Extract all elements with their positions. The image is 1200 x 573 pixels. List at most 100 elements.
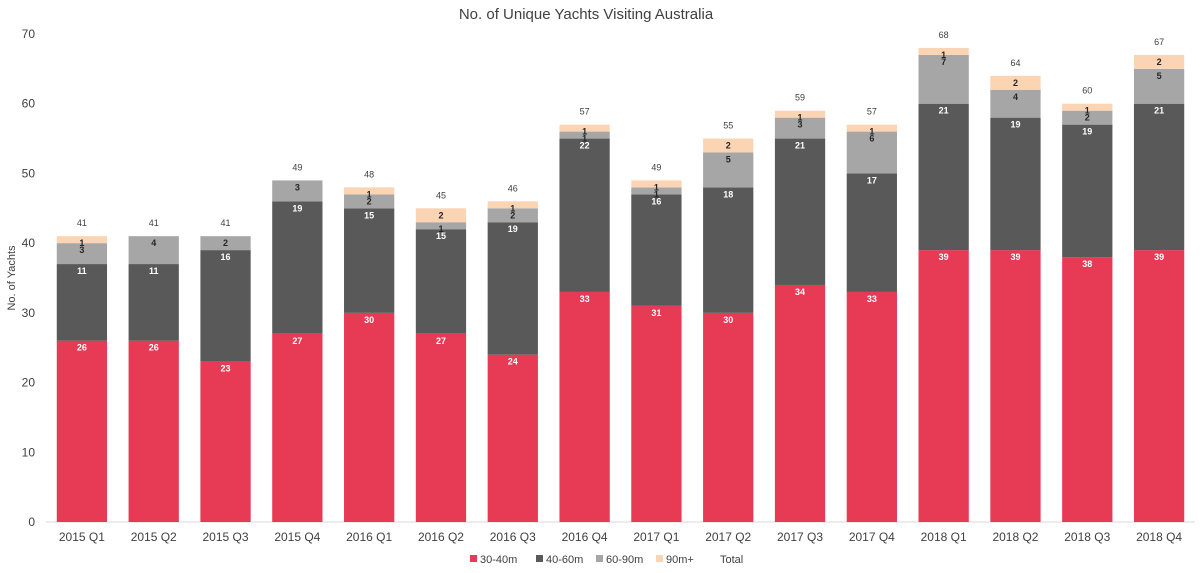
segment-value-label: 18 (723, 189, 733, 199)
y-tick-label: 30 (22, 306, 36, 320)
segment-value-label: 31 (651, 308, 661, 318)
bar-segment-90m- (559, 124, 610, 132)
bar-segment-30-40m (1133, 250, 1185, 523)
total-value-label: 68 (939, 30, 949, 40)
segment-value-label: 21 (1154, 106, 1164, 116)
bar-segment-40-60m (918, 103, 969, 251)
legend-label: 60-90m (606, 554, 643, 566)
total-value-label: 60 (1082, 86, 1092, 96)
legend-swatch (536, 555, 543, 562)
bar-segment-40-60m (1133, 103, 1185, 251)
bar-segment-90m- (1133, 54, 1185, 69)
legend: 30-40m 40-60m 60-90m 90m+ Total (470, 554, 743, 566)
y-axis-ticks: 0 10 20 30 40 50 60 70 (22, 27, 36, 529)
segment-value-label: 21 (939, 106, 949, 116)
segment-value-label: 5 (726, 155, 731, 165)
bar-segment-40-60m (774, 138, 826, 285)
segment-value-label: 16 (221, 252, 231, 262)
segment-value-label: 7 (941, 57, 946, 67)
x-tick-label: 2015 Q4 (274, 530, 320, 544)
bar-segment-40-60m (56, 264, 108, 341)
bar-segment-30-40m (344, 312, 395, 522)
bar-segment-90m- (990, 75, 1041, 90)
legend-item: 90m+ (656, 554, 694, 566)
bar-segment-40-60m (128, 264, 179, 341)
segment-value-label: 27 (436, 336, 446, 346)
total-value-label: 45 (436, 190, 446, 200)
segment-value-label: 19 (292, 203, 302, 213)
bar-segment-60-90m (846, 131, 897, 174)
segment-value-label: 30 (723, 315, 733, 325)
segment-value-label: 3 (295, 182, 300, 192)
y-tick-label: 0 (28, 515, 35, 529)
y-tick-label: 70 (22, 27, 36, 41)
bar-stack: 27 19 3 49 (272, 162, 323, 522)
legend-item: 40-60m (536, 554, 583, 566)
bar-segment-60-90m (487, 208, 538, 223)
x-tick-label: 2015 Q2 (131, 530, 177, 544)
bar-segment-30-40m (272, 333, 323, 522)
segment-value-label: 39 (939, 252, 949, 262)
bar-segment-60-90m (703, 152, 754, 188)
bar-segment-40-60m (344, 208, 395, 313)
segment-value-label: 1 (367, 189, 372, 199)
segment-value-label: 5 (1157, 71, 1162, 81)
segment-value-label: 4 (1013, 92, 1018, 102)
x-tick-label: 2018 Q3 (1064, 530, 1110, 544)
segment-value-label: 24 (508, 357, 518, 367)
bar-segment-60-90m (415, 222, 467, 230)
total-value-label: 64 (1010, 58, 1020, 68)
bar-segment-30-40m (990, 250, 1041, 523)
bar-segment-90m- (846, 124, 897, 132)
bar-stack: 33 17 61 57 (846, 107, 897, 522)
segment-value-label: 26 (77, 343, 87, 353)
bar-segment-40-60m (990, 117, 1041, 251)
legend-label: 40-60m (546, 554, 583, 566)
bar-segment-60-90m (990, 89, 1041, 118)
legend-swatch (470, 555, 477, 562)
bar-segment-30-40m (128, 340, 179, 522)
total-value-label: 49 (651, 162, 661, 172)
segment-value-label: 2 (1013, 78, 1018, 88)
segment-value-label: 34 (795, 287, 805, 297)
bar-stack: 24 19 21 46 (487, 183, 538, 522)
bar-segment-40-60m (1062, 124, 1113, 258)
bar-segment-60-90m (918, 54, 969, 104)
bar-stack: 27 151 2 45 (415, 190, 467, 522)
bar-segment-60-90m (559, 131, 610, 139)
segment-value-label: 22 (580, 141, 590, 151)
bar-stack: 34 21 31 59 (774, 93, 826, 522)
segment-value-label: 1 (510, 203, 515, 213)
y-axis-title: No. of Yachts (6, 245, 18, 311)
bar-segment-60-90m (272, 180, 323, 202)
segment-value-label: 6 (869, 134, 874, 144)
bar-segment-60-90m (128, 236, 179, 265)
bar-segment-60-90m (1062, 110, 1113, 125)
bar-segment-90m- (918, 47, 969, 55)
legend-item: Total (720, 554, 743, 566)
segment-value-label: 2 (726, 141, 731, 151)
segment-value-label: 27 (292, 336, 302, 346)
bar-segment-90m- (487, 201, 538, 209)
bar-segment-30-40m (631, 305, 682, 522)
segment-value-label: 1 (869, 127, 874, 137)
legend-label: 90m+ (666, 554, 694, 566)
total-value-label: 41 (149, 218, 159, 228)
segment-value-label: 1 (582, 127, 587, 137)
chart-title: No. of Unique Yachts Visiting Australia (459, 6, 714, 23)
bar-segment-30-40m (774, 284, 826, 522)
segment-value-label: 3 (79, 245, 84, 255)
legend-label: 30-40m (480, 554, 517, 566)
total-value-label: 49 (292, 162, 302, 172)
segment-value-label: 39 (1010, 252, 1020, 262)
bar-segment-60-90m (1133, 68, 1185, 104)
bar-stack: 39 21 5 2 67 (1133, 37, 1185, 523)
segment-value-label: 4 (151, 238, 156, 248)
segment-value-label: 1 (798, 113, 803, 123)
bar-stack: 26 11 31 41 (56, 218, 108, 522)
bar-stack: 30 18 5 2 55 (703, 121, 754, 522)
bar-segment-40-60m (846, 173, 897, 292)
legend-swatch (656, 555, 663, 562)
